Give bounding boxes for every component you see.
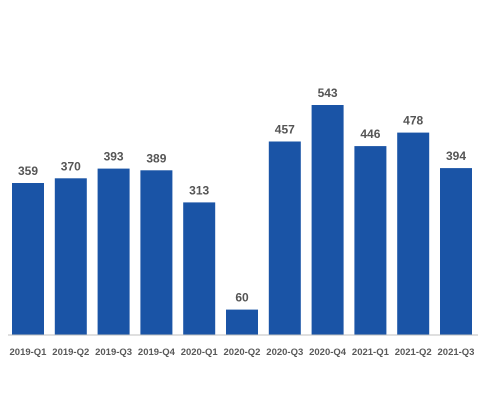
data-label-2021-q3: 394 — [446, 149, 466, 163]
x-tick-label-2019-q4: 2019-Q4 — [138, 347, 176, 358]
data-label-2020-q3: 457 — [275, 123, 295, 137]
data-label-2020-q1: 313 — [189, 183, 209, 197]
bar-2021-q1 — [354, 146, 387, 335]
bar-2020-q4 — [311, 105, 344, 335]
bar-2020-q1 — [183, 202, 216, 335]
data-label-2019-q4: 389 — [146, 151, 166, 165]
bar-2020-q2 — [226, 309, 258, 335]
data-label-2019-q3: 393 — [104, 150, 124, 164]
x-tick-label-2019-q1: 2019-Q1 — [10, 347, 48, 358]
data-label-2021-q2: 478 — [403, 114, 423, 128]
data-label-2021-q1: 446 — [360, 127, 380, 141]
x-tick-label-2019-q2: 2019-Q2 — [52, 347, 89, 358]
x-tick-label-2021-q2: 2021-Q2 — [395, 347, 432, 358]
bar-2019-q4 — [140, 170, 173, 335]
bar-2019-q1 — [12, 183, 44, 335]
x-tick-labels-group: 2019-Q1 2019-Q2 2019-Q3 2019-Q4 2020-Q1 2020-… — [10, 347, 475, 358]
x-tick-label-2020-q3: 2020-Q3 — [266, 347, 303, 358]
data-label-2019-q1: 359 — [18, 164, 38, 178]
bar-2019-q2 — [54, 178, 87, 335]
bars-group — [12, 105, 472, 335]
x-tick-label-2020-q4: 2020-Q4 — [309, 347, 347, 358]
x-tick-label-2020-q1: 2020-Q1 — [181, 347, 219, 358]
data-label-2020-q2: 60 — [235, 291, 249, 305]
x-tick-label-2021-q3: 2021-Q3 — [438, 347, 475, 358]
x-tick-label-2020-q2: 2020-Q2 — [224, 347, 261, 358]
bar-2021-q2 — [397, 132, 430, 335]
bar-2021-q3 — [440, 168, 472, 335]
bar-2020-q3 — [268, 141, 301, 335]
x-tick-label-2021-q1: 2021-Q1 — [352, 347, 390, 358]
data-label-2020-q4: 543 — [318, 86, 338, 100]
x-tick-label-2019-q3: 2019-Q3 — [95, 347, 132, 358]
bar-labels-group: 359 370 393 389 313 60 457 543 446 478 394 — [18, 86, 466, 305]
bar-2019-q3 — [97, 168, 130, 335]
data-label-2019-q2: 370 — [61, 159, 81, 173]
